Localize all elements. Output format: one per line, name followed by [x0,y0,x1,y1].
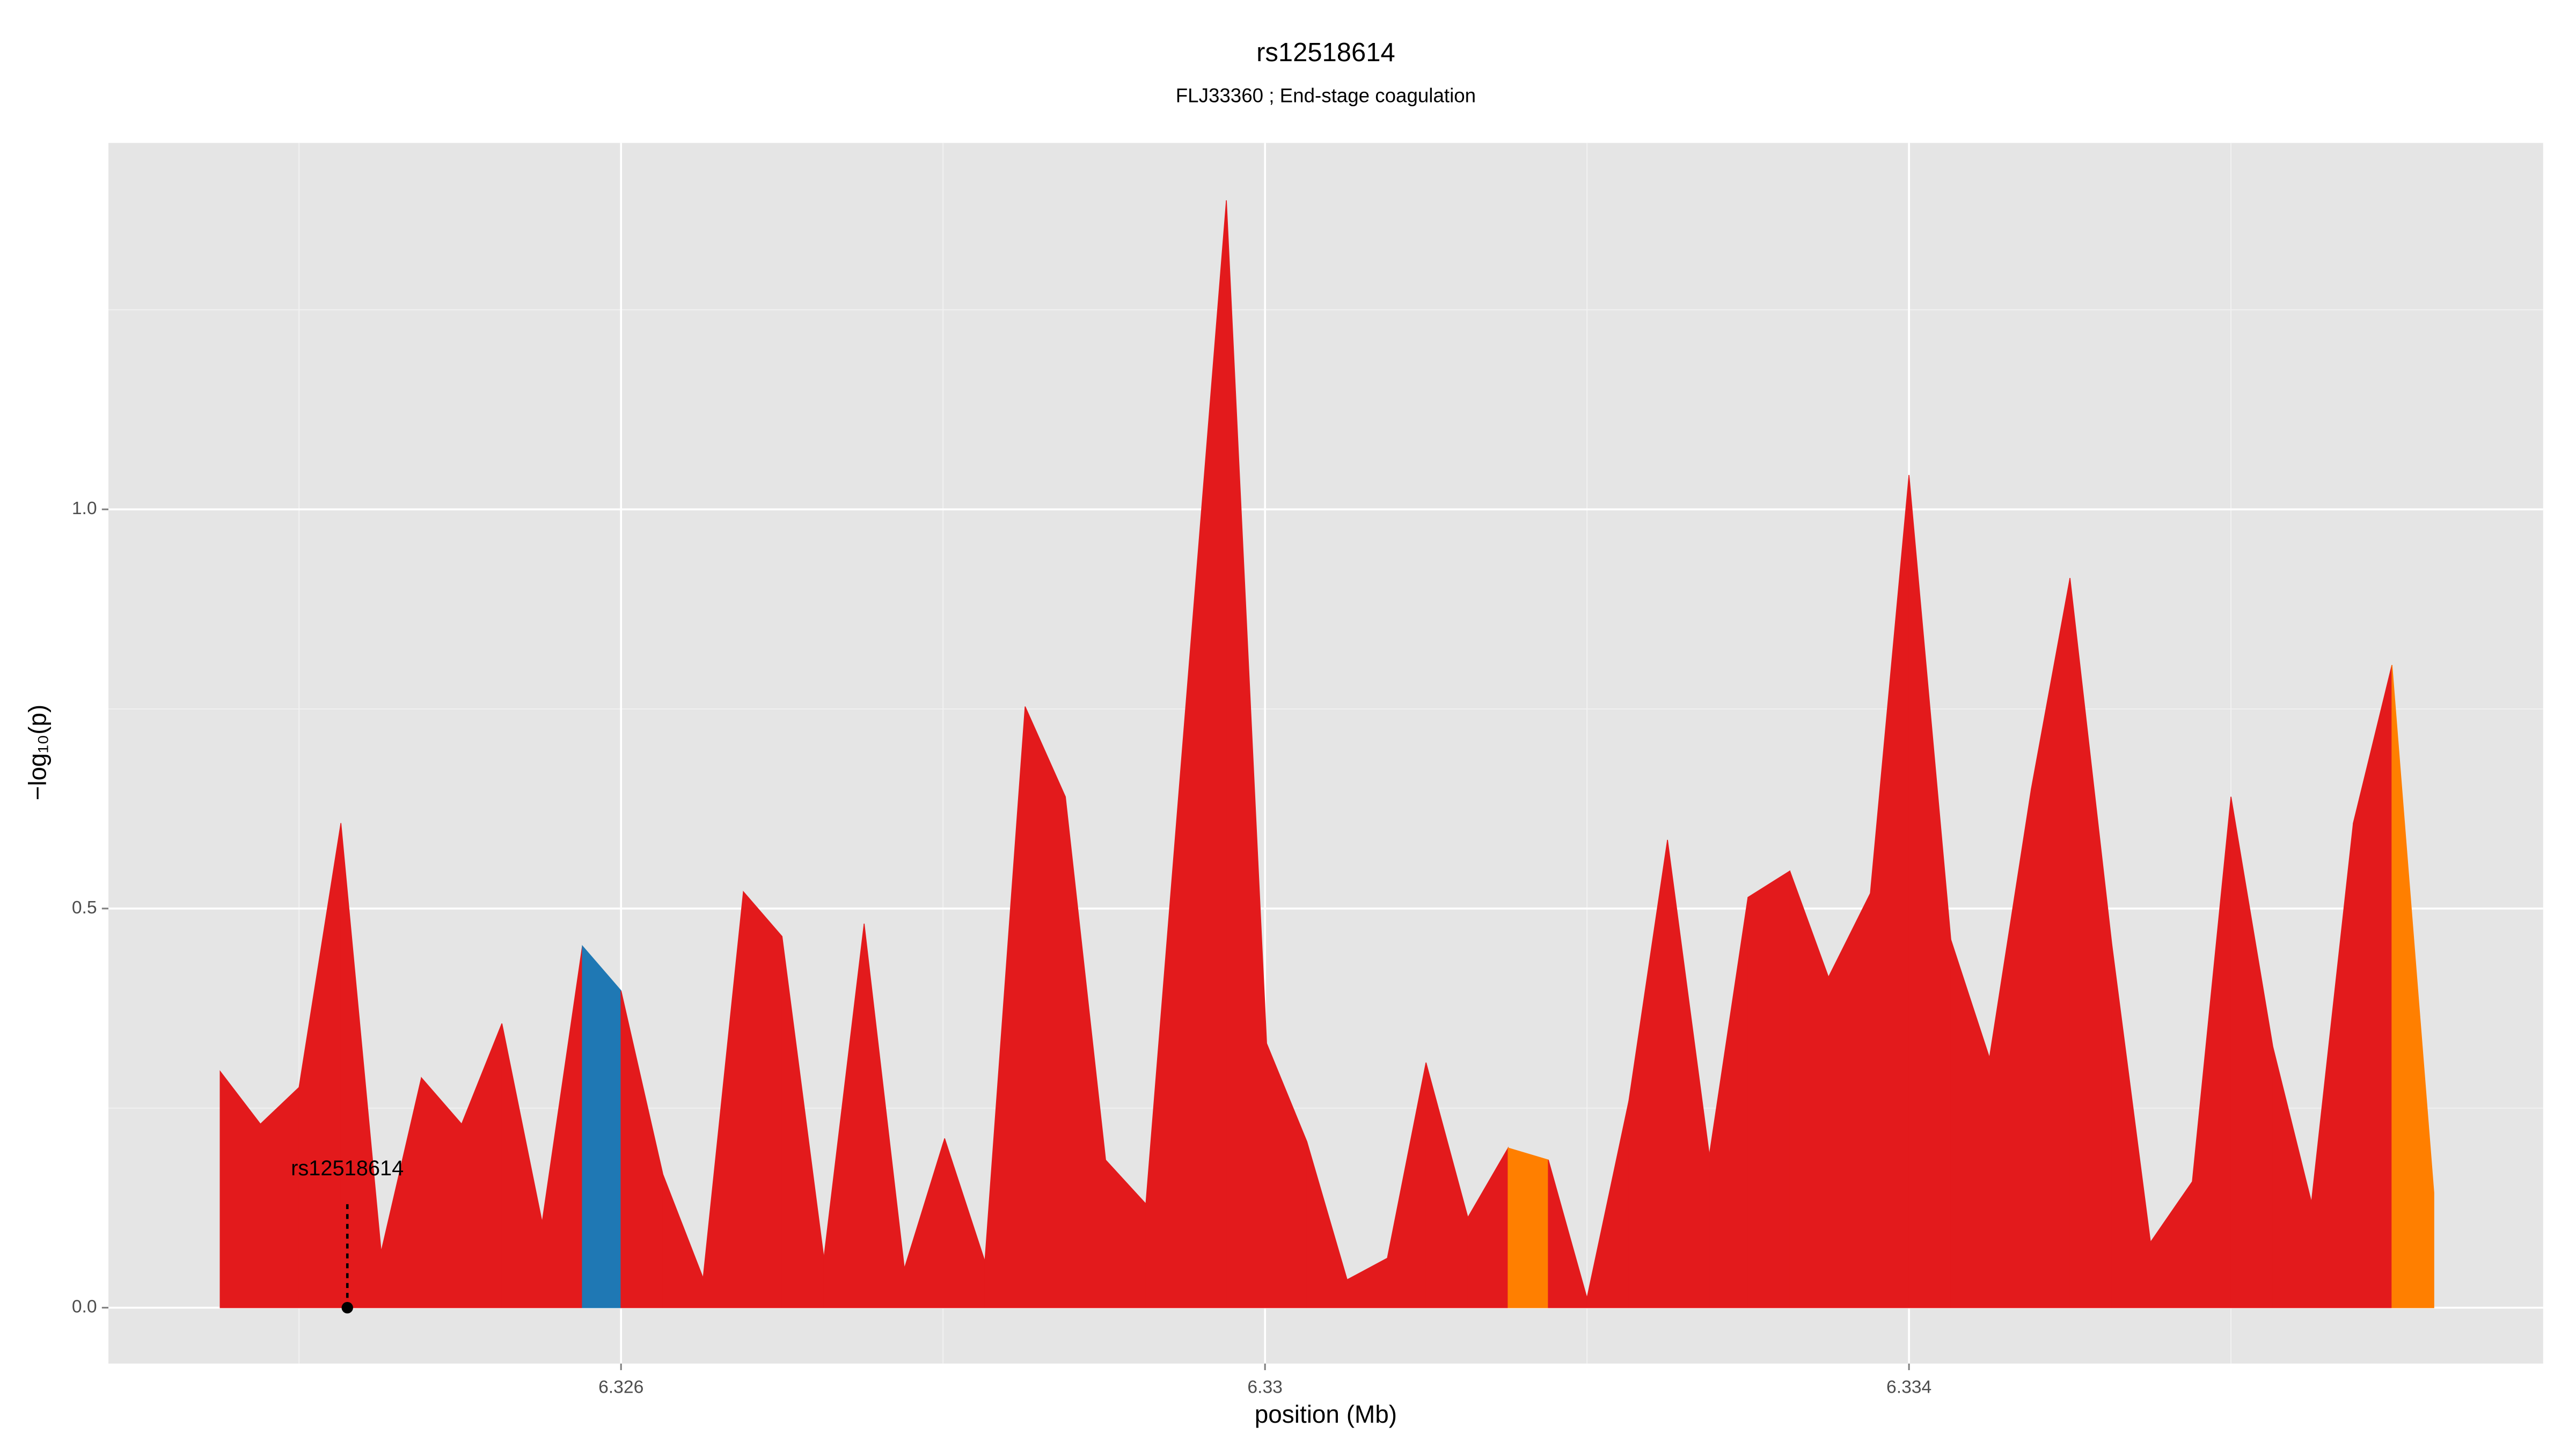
y-tick-label: 0.5 [72,898,97,918]
area-segment [1024,706,1066,1308]
area-segment [1507,1147,1549,1308]
y-tick-label: 1.0 [72,499,97,518]
area-segment [582,945,621,1308]
chart-title: rs12518614 [1256,38,1395,67]
y-tick-label: 0.0 [72,1297,97,1317]
x-axis-label: position (Mb) [1255,1400,1397,1428]
area-segment [2391,665,2434,1308]
x-tick-label: 6.33 [1247,1378,1283,1397]
x-tick-label: 6.326 [598,1378,643,1397]
x-tick-label: 6.334 [1886,1378,1931,1397]
area-segment [743,890,782,1308]
chart-subtitle: FLJ33360 ; End-stage coagulation [1176,84,1476,106]
annotation-label: rs12518614 [291,1157,404,1180]
annotation-point [341,1301,353,1314]
y-axis-label: −log₁₀(p) [24,705,52,801]
area-segment [260,1086,299,1308]
area-segment [1747,870,1790,1308]
